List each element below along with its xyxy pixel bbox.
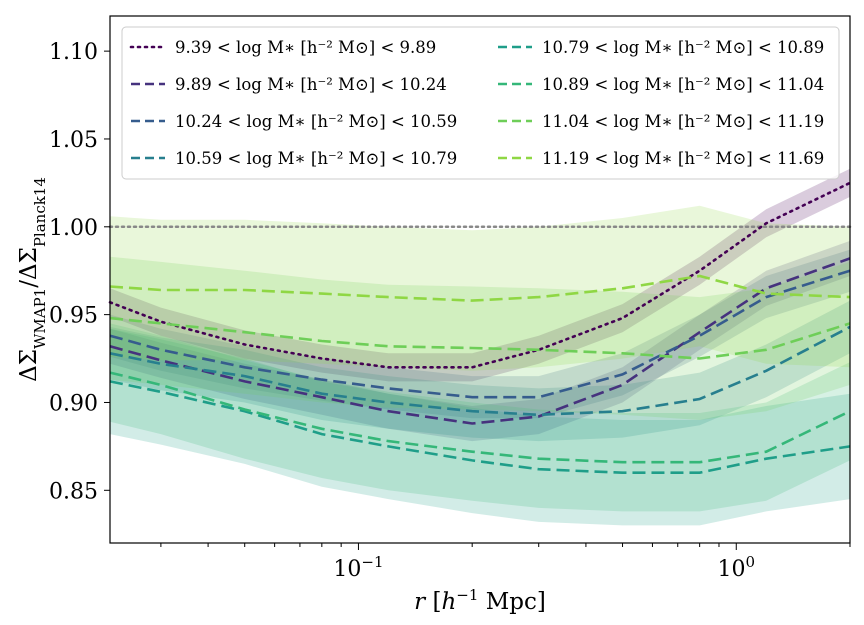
legend: 9.39 < log M∗ [h⁻² M⊙] < 9.89 9.89 < log … [121, 26, 840, 180]
line-series-4 [109, 325, 851, 417]
legend-entry-3: 10.24 < log M∗ [h⁻² M⊙] < 10.59 [175, 112, 457, 131]
band-series-3 [110, 249, 850, 419]
legend-box [121, 26, 840, 180]
legend-entry-5: 10.79 < log M∗ [h⁻² M⊙] < 10.89 [542, 38, 824, 57]
y-tick-label: 0.95 [49, 304, 98, 329]
plot-frame [109, 15, 851, 544]
line-series-8 [109, 274, 851, 302]
y-tick-label: 1.05 [49, 128, 98, 153]
band-series-1 [110, 168, 850, 382]
band-series-4 [110, 300, 850, 442]
legend-entry-1: 9.39 < log M∗ [h⁻² M⊙] < 9.89 [175, 38, 436, 57]
legend-entry-6: 10.89 < log M∗ [h⁻² M⊙] < 11.04 [542, 75, 824, 94]
legend-entry-7: 11.04 < log M∗ [h⁻² M⊙] < 11.19 [542, 112, 824, 131]
band-series-8 [110, 205, 850, 371]
x-axis-label: r [h−1 Mpc] [414, 586, 546, 615]
series-lines [108, 181, 852, 475]
legend-entry-8: 11.19 < log M∗ [h⁻² M⊙] < 11.69 [542, 149, 824, 168]
axis-ticks: 0.85 0.90 0.95 1.00 1.05 1.10 10−1 100 [49, 40, 851, 582]
line-series-5 [109, 380, 851, 475]
legend-entry-4: 10.59 < log M∗ [h⁻² M⊙] < 10.79 [175, 149, 457, 168]
band-series-5 [110, 328, 850, 526]
y-tick-label: 1.10 [49, 40, 98, 65]
line-series-2 [109, 257, 851, 425]
y-axis-label: ΔΣWMAP1/ΔΣPlanck14 [16, 177, 49, 382]
uncertainty-bands [110, 168, 850, 526]
line-series-1 [108, 181, 852, 369]
y-tick-label: 0.85 [49, 479, 98, 504]
legend-entry-2: 9.89 < log M∗ [h⁻² M⊙] < 10.24 [175, 75, 447, 94]
x-tick-label: 100 [717, 553, 755, 582]
band-series-7 [110, 256, 850, 420]
y-tick-label: 1.00 [49, 216, 98, 241]
x-tick-label: 10−1 [333, 553, 383, 582]
line-series-6 [109, 371, 851, 464]
y-tick-label: 0.90 [49, 391, 98, 416]
band-series-6 [110, 323, 850, 512]
line-series-3 [109, 269, 851, 399]
line-series-7 [109, 316, 851, 360]
